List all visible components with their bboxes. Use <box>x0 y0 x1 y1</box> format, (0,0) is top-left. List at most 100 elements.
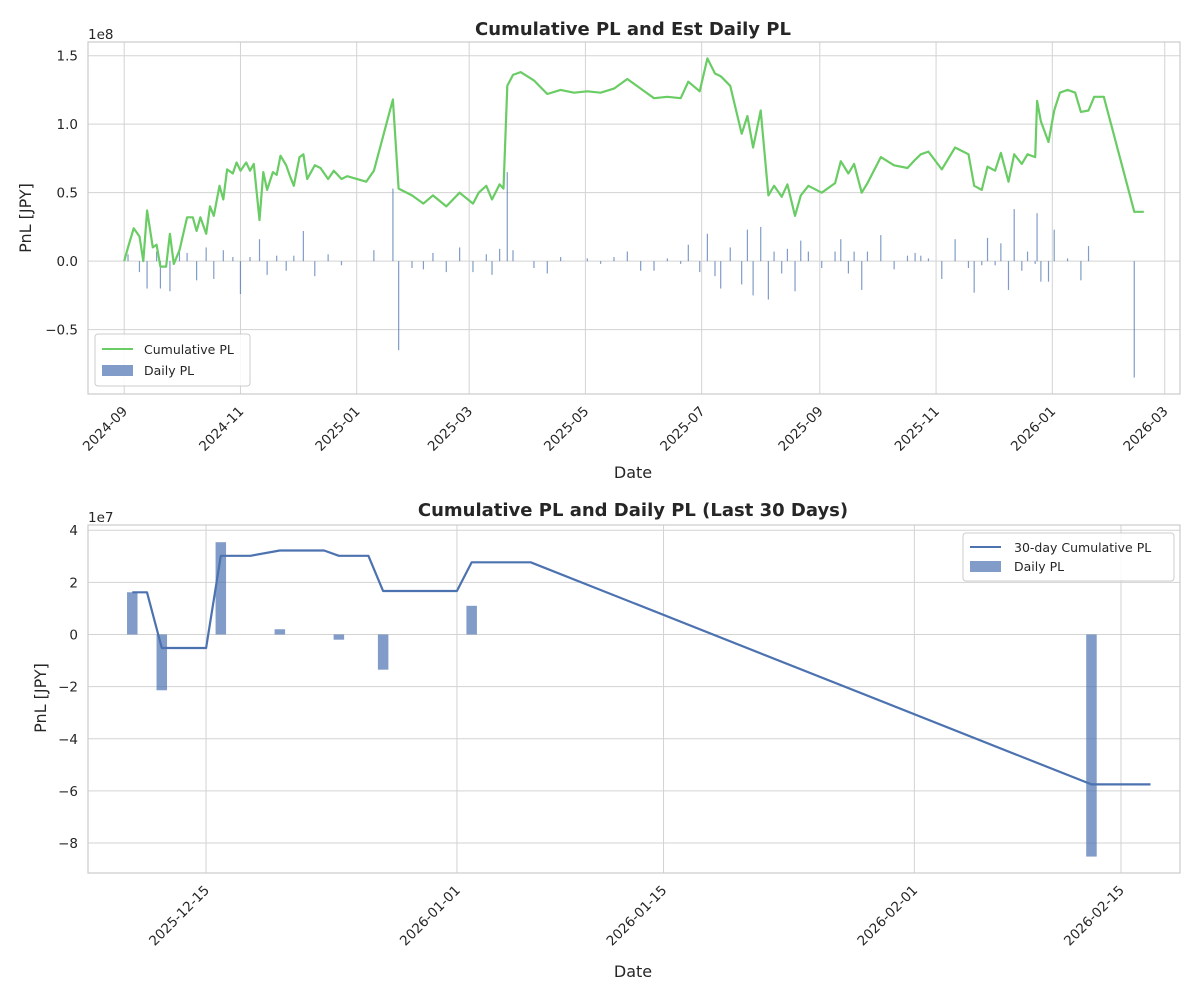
y-tick-label: 1.5 <box>57 49 78 65</box>
daily-pl-bar <box>981 261 983 266</box>
x-axis-label: Date <box>614 962 652 981</box>
daily-pl-bar <box>127 254 129 262</box>
daily-pl-bar <box>973 261 975 293</box>
daily-pl-bar <box>853 251 855 262</box>
daily-pl-bar <box>222 250 224 262</box>
y-tick-label: 0 <box>69 627 78 643</box>
plot-frame <box>87 41 1181 395</box>
cumulative-pl-series-line <box>123 57 1144 268</box>
legend-box <box>962 532 1175 582</box>
daily-pl-bar <box>499 248 501 262</box>
daily-pl-bar <box>274 629 286 635</box>
daily-pl-bar <box>445 261 447 273</box>
daily-pl-bar <box>285 261 287 271</box>
legend-swatch-daily <box>970 561 1001 572</box>
daily-pl-bar <box>786 248 789 262</box>
y-tick-label: 1.0 <box>57 117 78 133</box>
daily-pl-bar <box>1007 261 1010 290</box>
daily-pl-bar <box>1013 209 1015 262</box>
daily-pl-bar <box>1053 229 1055 262</box>
y-gridlines <box>88 529 1180 844</box>
daily-pl-bar <box>459 247 461 262</box>
daily-pl-bar <box>546 261 548 274</box>
daily-pl-bar <box>807 251 809 262</box>
daily-pl-bar <box>967 261 970 268</box>
daily-pl-bar <box>666 258 668 262</box>
daily-pl-bar <box>880 235 882 262</box>
daily-pl-bar <box>706 233 708 262</box>
y-tick-label: −2 <box>58 680 78 696</box>
daily-pl-bar <box>640 261 642 271</box>
daily-pl-bar <box>138 261 141 273</box>
y-tick-label: −6 <box>58 784 78 800</box>
daily-pl-bar <box>1000 243 1002 262</box>
x-gridlines <box>205 525 1122 873</box>
daily-pl-bar <box>1080 261 1082 281</box>
daily-pl-bars <box>127 172 1135 378</box>
daily-pl-bar <box>586 258 588 262</box>
y-exponent-label: 1e8 <box>88 27 113 43</box>
daily-pl-bar <box>781 261 783 274</box>
daily-pl-bar <box>276 255 278 262</box>
daily-pl-bar <box>1026 251 1029 262</box>
daily-pl-bar <box>327 254 329 262</box>
cumulative-pl-line <box>132 549 1151 786</box>
plot-frame <box>87 524 1181 874</box>
legend-label-cumulative: Cumulative PL <box>144 342 234 357</box>
daily-pl-bar <box>178 248 181 262</box>
daily-pl-bar <box>840 239 842 262</box>
daily-pl-bar <box>729 247 731 262</box>
y-tick-label: −0.5 <box>45 323 78 339</box>
daily-pl-bar <box>746 229 748 262</box>
legend-swatch-daily <box>102 365 133 376</box>
cumulative-pl-line <box>123 57 1144 268</box>
daily-pl-bar <box>1021 261 1023 271</box>
daily-pl-bar <box>914 252 916 262</box>
daily-pl-bar <box>512 250 514 262</box>
daily-pl-bar <box>127 592 138 635</box>
daily-pl-bar <box>411 261 413 268</box>
daily-pl-bar <box>156 634 168 691</box>
daily-pl-bar <box>760 226 762 262</box>
daily-pl-bar <box>215 542 227 635</box>
daily-pl-bar <box>156 251 158 262</box>
daily-pl-bar <box>954 239 956 262</box>
daily-pl-bar <box>680 261 682 264</box>
daily-pl-bar <box>560 257 562 262</box>
daily-pl-bar <box>800 240 802 262</box>
y-tick-label: 4 <box>69 523 78 539</box>
y-exponent-label: 1e7 <box>88 510 113 526</box>
daily-pl-bar <box>1040 261 1042 282</box>
daily-pl-bar <box>1034 261 1036 264</box>
y-axis-label: PnL [JPY] <box>16 183 35 253</box>
daily-pl-bar <box>422 261 425 270</box>
daily-pl-bar <box>213 261 215 279</box>
legend: Cumulative PL Daily PL <box>94 333 251 387</box>
daily-pl-bar <box>506 172 508 262</box>
daily-pl-bar <box>941 261 943 279</box>
daily-pl-bar <box>159 261 162 289</box>
daily-pl-bar <box>920 255 922 262</box>
y-tick-label: −8 <box>58 836 78 852</box>
x-axis-label: Date <box>614 463 652 482</box>
daily-pl-bar <box>302 231 304 262</box>
daily-pl-bar <box>232 257 234 262</box>
y-tick-labels: 4 2 0 −2 −4 −6 −8 <box>58 523 78 852</box>
cumulative-pl-series-line <box>132 549 1151 786</box>
daily-pl-bar <box>794 261 796 292</box>
legend-label-daily: Daily PL <box>144 363 194 378</box>
y-tick-label: 0.0 <box>57 254 78 270</box>
daily-pl-bar <box>687 244 689 262</box>
daily-pl-bar <box>613 257 615 262</box>
legend-label-cumulative: 30-day Cumulative PL <box>1014 540 1151 555</box>
daily-pl-bar <box>1133 261 1135 378</box>
daily-pl-bar <box>333 634 345 640</box>
x-gridlines <box>123 42 1166 394</box>
daily-pl-bar <box>1086 634 1097 857</box>
daily-pl-bar <box>249 257 251 262</box>
daily-pl-bar <box>258 239 261 262</box>
daily-pl-bar <box>767 261 769 300</box>
daily-pl-bar <box>720 261 722 289</box>
daily-pl-bar <box>398 261 400 351</box>
chart-title: Cumulative PL and Est Daily PL <box>475 19 791 40</box>
